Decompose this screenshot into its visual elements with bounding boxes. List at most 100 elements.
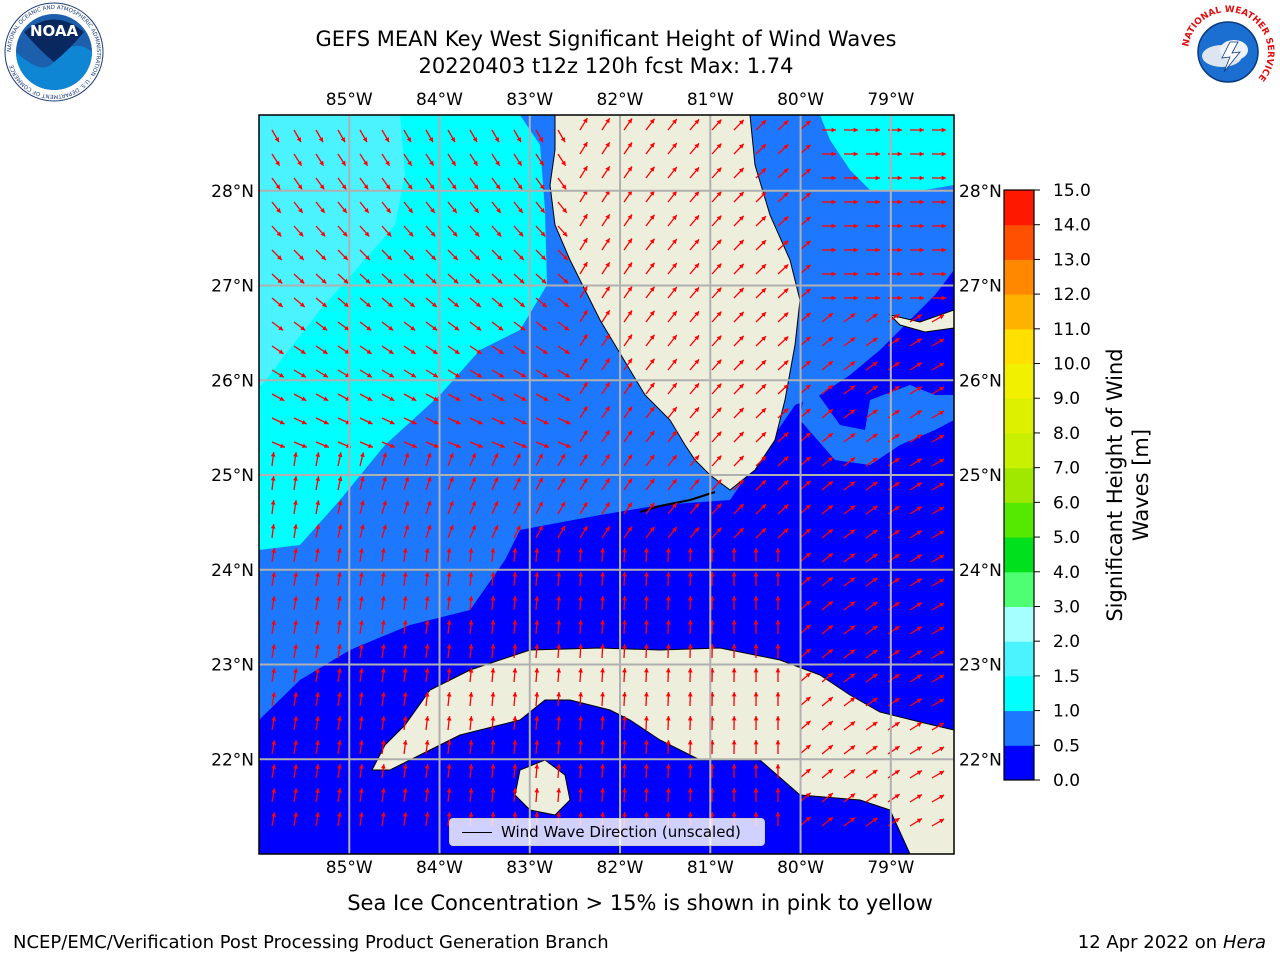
wave-direction-arrowhead (897, 175, 902, 181)
wave-direction-arrowhead (538, 453, 543, 459)
wave-direction-arrowhead (495, 184, 501, 190)
wave-direction-arrowhead (894, 506, 900, 511)
wave-direction-arrowhead (541, 278, 547, 284)
wave-direction-arrowhead (941, 127, 946, 133)
lon-label-top: 83°W (506, 90, 553, 110)
wave-direction-arrowhead (534, 596, 540, 601)
wave-direction-arrowhead (761, 312, 767, 317)
wave-direction-arrowhead (775, 716, 781, 721)
wave-direction-arrowhead (649, 214, 655, 220)
wave-direction-arrowhead (389, 419, 395, 425)
wave-direction-arrowhead (753, 668, 759, 673)
wave-direction-arrowhead (872, 769, 878, 775)
lat-label-left: 23°N (211, 656, 254, 676)
wave-direction-arrowhead (321, 278, 327, 284)
wave-direction-arrowhead (605, 118, 610, 124)
wave-direction-arrowhead (622, 572, 627, 577)
wave-direction-arrowhead (358, 716, 364, 721)
wave-direction-arrowhead (600, 620, 605, 625)
lat-label-left: 27°N (211, 277, 254, 297)
wave-direction-arrowhead (512, 740, 518, 745)
wave-direction-arrowhead (363, 184, 369, 190)
wave-direction-arrowhead (424, 812, 430, 817)
wave-direction-arrowhead (518, 208, 523, 213)
wave-direction-arrowhead (644, 596, 649, 601)
wave-direction-arrowhead (687, 644, 693, 649)
wave-direction-arrowhead (449, 452, 454, 458)
wave-direction-arrowhead (471, 525, 476, 531)
wave-direction-arrowhead (474, 231, 480, 237)
wave-direction-arrowhead (490, 788, 496, 793)
wave-direction-arrowhead (827, 697, 833, 702)
wave-direction-arrowhead (276, 208, 281, 213)
wave-direction-arrowhead (315, 788, 320, 793)
wave-direction-arrowhead (665, 740, 671, 745)
wave-direction-arrowhead (426, 452, 432, 458)
wave-direction-arrowhead (446, 548, 452, 553)
wave-direction-arrowhead (538, 525, 543, 531)
wave-direction-arrowhead (367, 396, 373, 401)
lon-label-top: 82°W (597, 90, 644, 110)
wave-direction-arrowhead (916, 386, 922, 391)
wave-direction-arrowhead (939, 818, 945, 824)
wave-direction-arrowhead (578, 572, 584, 577)
wave-direction-arrowhead (582, 166, 588, 172)
wave-direction-arrowhead (783, 528, 789, 534)
wave-direction-arrowhead (916, 338, 922, 343)
wave-direction-arrowhead (380, 572, 386, 577)
wave-direction-arrowhead (278, 349, 284, 354)
wave-direction-arrowhead (270, 476, 276, 481)
wave-direction-arrowhead (894, 410, 900, 415)
wave-direction-arrowhead (520, 372, 526, 378)
wave-direction-arrowhead (916, 770, 922, 775)
wave-direction-arrowhead (468, 548, 474, 553)
wave-direction-arrowhead (894, 338, 900, 343)
wind-wave-arrows (270, 117, 946, 827)
wave-direction-arrowhead (941, 175, 946, 181)
wave-direction-arrowhead (872, 601, 878, 607)
wave-direction-arrowhead (919, 199, 924, 205)
wave-direction-arrowhead (827, 457, 833, 462)
wave-direction-arrowhead (731, 572, 737, 577)
wave-direction-arrowhead (775, 812, 781, 817)
wave-direction-arrowhead (627, 406, 633, 412)
wave-direction-arrowhead (490, 812, 496, 817)
wave-direction-arrowhead (805, 120, 811, 126)
wave-direction-arrowhead (827, 817, 833, 822)
wave-direction-arrowhead (534, 716, 540, 721)
wave-direction-arrowhead (433, 443, 439, 448)
wave-direction-arrowhead (359, 452, 365, 458)
wave-direction-arrowhead (783, 120, 789, 126)
wave-direction-arrowhead (315, 524, 321, 529)
wave-direction-arrowhead (389, 396, 395, 401)
wave-direction-arrowhead (582, 214, 588, 220)
wave-direction-arrowhead (827, 409, 833, 414)
wave-direction-arrowhead (672, 479, 677, 484)
wave-direction-arrowhead (694, 119, 700, 125)
wave-direction-arrowhead (382, 524, 387, 530)
wave-direction-arrowhead (939, 674, 945, 680)
wave-direction-arrowhead (687, 764, 693, 769)
lat-label-right: 28°N (959, 182, 1002, 202)
wave-direction-arrowhead (516, 453, 521, 459)
legend-label: Wind Wave Direction (unscaled) (501, 823, 741, 841)
wave-direction-arrowhead (850, 553, 856, 559)
wave-direction-arrowhead (582, 430, 588, 436)
wave-direction-arrowhead (627, 358, 633, 364)
wave-direction-arrowhead (430, 231, 436, 237)
wave-direction-arrowhead (534, 812, 540, 817)
wave-direction-arrowhead (301, 443, 307, 448)
wave-direction-arrowhead (498, 325, 504, 331)
wave-direction-arrowhead (783, 432, 789, 438)
wave-direction-arrowhead (293, 500, 298, 505)
wave-direction-arrowhead (716, 455, 722, 461)
wave-direction-arrowhead (850, 337, 856, 343)
lat-label-left: 25°N (211, 466, 254, 486)
wave-direction-arrowhead (301, 396, 307, 401)
wave-direction-arrowhead (872, 313, 878, 319)
wave-direction-arrowhead (687, 548, 693, 553)
wave-direction-arrowhead (694, 407, 700, 413)
wave-direction-arrowhead (783, 192, 789, 198)
wave-direction-arrowhead (365, 255, 370, 261)
nws-logo-icon: NATIONAL WEATHER SERVICE (1180, 4, 1276, 100)
